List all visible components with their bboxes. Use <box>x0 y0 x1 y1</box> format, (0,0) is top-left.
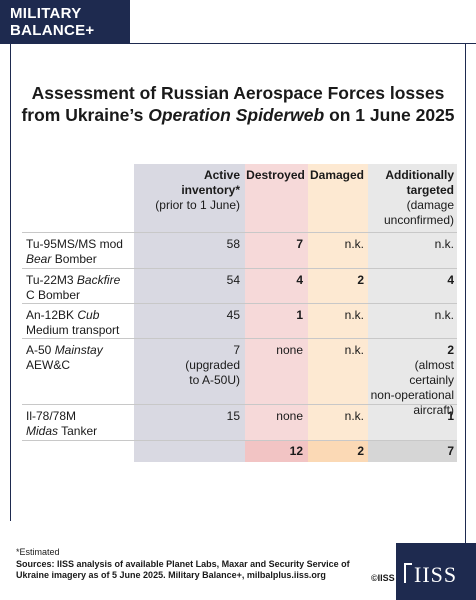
aircraft-name: Il-78/78M Midas Tanker <box>26 409 134 439</box>
inventory-value: 7 (upgraded to A-50U) <box>134 343 240 388</box>
inventory-note-line1: (upgraded <box>185 358 240 372</box>
damaged-value: n.k. <box>344 409 364 423</box>
aircraft-name: Tu-22M3 Backfire C Bomber <box>26 273 134 303</box>
additional-note-line3: aircraft) <box>413 403 454 417</box>
additional-number: 2 <box>447 343 454 357</box>
additional-note-line1: (almost certainly <box>409 358 454 387</box>
sources-note: Sources: IISS analysis of available Plan… <box>16 558 350 581</box>
destroyed-value: 4 <box>296 273 303 287</box>
frame-right-border <box>465 43 466 543</box>
damaged-value: n.k. <box>344 308 364 322</box>
destroyed-value: none <box>276 343 303 357</box>
estimated-footnote: *Estimated <box>16 547 60 557</box>
iiss-logo-text: IISS <box>414 562 458 587</box>
table-row: A-50 Mainstay AEW&C 7 (upgraded to A-50U… <box>22 338 457 417</box>
inventory-value: 45 <box>226 308 240 322</box>
table-row: Tu-95MS/MS mod Bear Bomber 58 7 n.k. n.k… <box>22 232 457 268</box>
header-additional-line4: unconfirmed) <box>383 213 454 227</box>
additional-value: 2 (almost certainly non-operational airc… <box>368 343 454 418</box>
destroyed-value: 7 <box>296 237 303 251</box>
total-additional: 7 <box>447 444 454 458</box>
page-title: Assessment of Russian Aerospace Forces l… <box>20 82 456 126</box>
aircraft-name-line1: Tu-22M3 Backfire <box>26 273 134 288</box>
damaged-value: n.k. <box>344 237 364 251</box>
title-line-2: from Ukraine’s Operation Spiderweb on 1 … <box>20 104 456 126</box>
inventory-value: 58 <box>226 237 240 251</box>
title-operation-name: Operation Spiderweb <box>148 105 325 125</box>
aircraft-name-line2: Midas Tanker <box>26 424 134 439</box>
damaged-value: n.k. <box>344 343 364 357</box>
aircraft-designation: An-12BK <box>26 308 78 322</box>
additional-value: 4 <box>447 273 454 287</box>
aircraft-name: Tu-95MS/MS mod Bear Bomber <box>26 237 134 267</box>
header-inventory: Active inventory* (prior to 1 June) <box>134 168 240 213</box>
additional-value: 1 <box>447 409 454 423</box>
inventory-value: 54 <box>226 273 240 287</box>
copyright: ©IISS <box>371 573 395 583</box>
aircraft-name-line2: C Bomber <box>26 288 81 302</box>
footnotes: *Estimated Sources: IISS analysis of ava… <box>16 547 376 582</box>
aircraft-role: Bomber <box>51 252 97 266</box>
aircraft-name: A-50 Mainstay AEW&C <box>26 343 134 373</box>
brand-line-2: BALANCE+ <box>10 22 95 39</box>
total-additional-bg <box>368 440 457 462</box>
destroyed-column-bg <box>245 164 308 462</box>
total-destroyed-bg <box>245 440 308 462</box>
destroyed-value: none <box>276 409 303 423</box>
aircraft-reporting-name: Backfire <box>76 273 121 287</box>
header-damaged: Damaged <box>309 168 365 182</box>
aircraft-name-line1: A-50 Mainstay <box>26 343 134 358</box>
header-additional: Additionally targeted (damage unconfirme… <box>368 168 454 228</box>
aircraft-name-line2: Bear Bomber <box>26 252 134 267</box>
aircraft-reporting-name: Midas <box>26 424 59 438</box>
title-line-1: Assessment of Russian Aerospace Forces l… <box>31 83 445 103</box>
aircraft-role: Tanker <box>58 424 98 438</box>
aircraft-reporting-name: Cub <box>77 308 100 322</box>
header-inventory-line3: (prior to 1 June) <box>155 198 240 212</box>
header-additional-line3: (damage <box>406 198 454 212</box>
aircraft-designation: A-50 <box>26 343 55 357</box>
inventory-column-bg <box>134 164 245 462</box>
total-damaged-bg <box>308 440 368 462</box>
header-additional-line2: targeted <box>406 183 454 197</box>
frame-top-border <box>130 43 476 44</box>
aircraft-name-line1: Tu-95MS/MS mod <box>26 237 123 251</box>
iiss-logo: IISS <box>396 543 476 600</box>
aircraft-name-line1: Il-78/78M <box>26 409 77 423</box>
additional-value: n.k. <box>434 237 454 251</box>
total-destroyed: 12 <box>289 444 303 458</box>
aircraft-reporting-name: Mainstay <box>54 343 103 357</box>
aircraft-name-line2: AEW&C <box>26 358 71 372</box>
frame-left-border <box>10 44 11 521</box>
inventory-note-line2: to A-50U) <box>189 373 240 387</box>
table-row: Il-78/78M Midas Tanker 15 none n.k. 1 <box>22 404 457 440</box>
header-destroyed: Destroyed <box>246 168 305 182</box>
totals-row: 12 2 7 <box>22 440 457 462</box>
title-line-2-suffix: on 1 June 2025 <box>324 105 455 125</box>
total-damaged: 2 <box>357 444 364 458</box>
destroyed-value: 1 <box>296 308 303 322</box>
additional-note-line2: non-operational <box>370 388 454 402</box>
military-balance-logo: MILITARY BALANCE+ <box>0 0 130 44</box>
iiss-logo-mark <box>404 563 412 583</box>
brand-line-1: MILITARY <box>10 5 82 22</box>
title-line-2-prefix: from Ukraine’s <box>21 105 149 125</box>
damaged-value: 2 <box>357 273 364 287</box>
aircraft-name-line2: Medium transport <box>26 323 120 337</box>
table-row: An-12BK Cub Medium transport 45 1 n.k. n… <box>22 303 457 338</box>
aircraft-designation: Tu-22M3 <box>26 273 77 287</box>
aircraft-reporting-name: Bear <box>26 252 52 266</box>
aircraft-name-line1: An-12BK Cub <box>26 308 134 323</box>
header-inventory-line2: inventory* <box>181 183 240 197</box>
inventory-number: 7 <box>233 343 240 357</box>
additional-value: n.k. <box>434 308 454 322</box>
header-inventory-line1: Active <box>203 168 240 182</box>
table-row: Tu-22M3 Backfire C Bomber 54 4 2 4 <box>22 268 457 303</box>
damaged-column-bg <box>308 164 368 462</box>
inventory-value: 15 <box>226 409 240 423</box>
header-additional-line1: Additionally <box>385 168 454 182</box>
aircraft-name: An-12BK Cub Medium transport <box>26 308 134 338</box>
additional-column-bg <box>368 164 457 462</box>
